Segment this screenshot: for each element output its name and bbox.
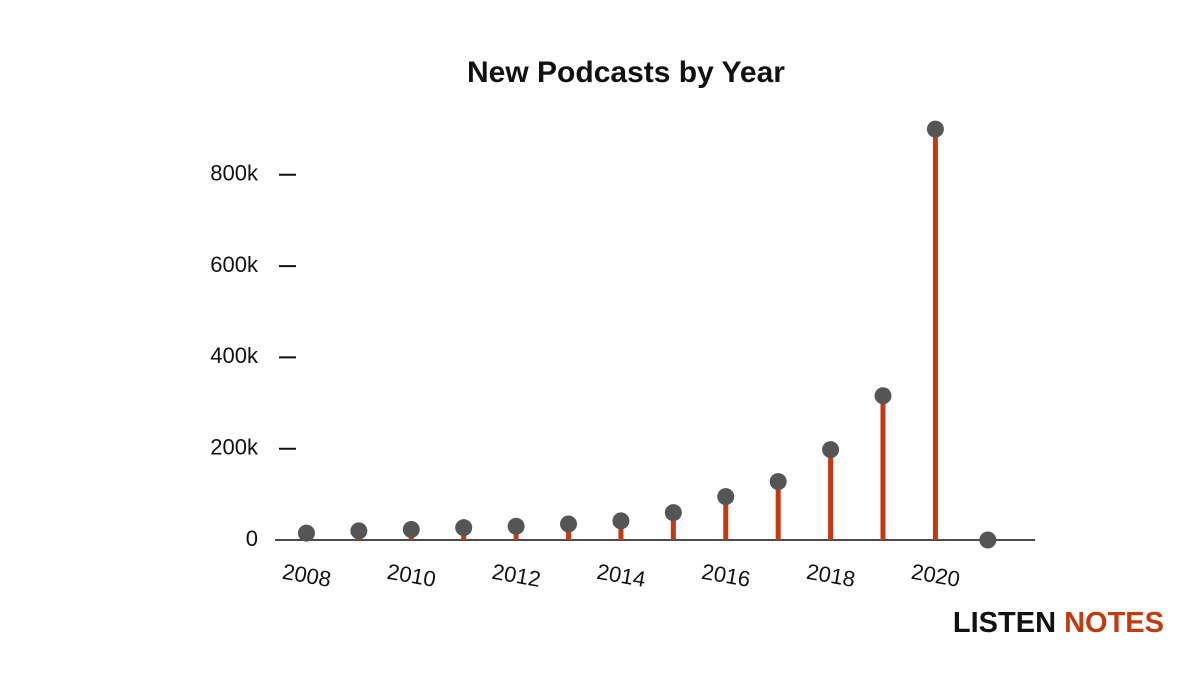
y-tick-label: 400k <box>210 343 259 368</box>
marker <box>874 387 892 405</box>
x-tick-label: 2020 <box>909 559 962 592</box>
marker <box>560 515 578 533</box>
marker <box>926 120 944 138</box>
marker <box>717 488 735 506</box>
x-tick-label: 2008 <box>280 559 333 592</box>
x-tick-label: 2012 <box>490 559 543 592</box>
logo-part: NOTES <box>1064 607 1164 639</box>
marker <box>612 512 630 530</box>
x-tick-label: 2014 <box>595 559 648 592</box>
y-tick-label: 800k <box>210 161 259 186</box>
marker <box>297 524 315 542</box>
logo: LISTEN NOTES <box>953 607 1164 639</box>
x-tick-label: 2010 <box>385 559 438 592</box>
y-tick-label: 0 <box>246 526 258 551</box>
marker <box>507 517 525 535</box>
chart-title: New Podcasts by Year <box>467 56 785 89</box>
marker <box>979 531 997 549</box>
y-tick-label: 600k <box>210 252 259 277</box>
x-tick-label: 2018 <box>805 559 858 592</box>
marker <box>402 521 420 538</box>
x-tick-label: 2016 <box>700 559 753 592</box>
marker <box>350 522 368 540</box>
marker <box>664 504 682 522</box>
y-tick-label: 200k <box>210 435 259 460</box>
marker <box>769 473 787 491</box>
marker <box>822 441 840 459</box>
logo-part: LISTEN <box>953 607 1056 639</box>
marker <box>455 519 473 537</box>
